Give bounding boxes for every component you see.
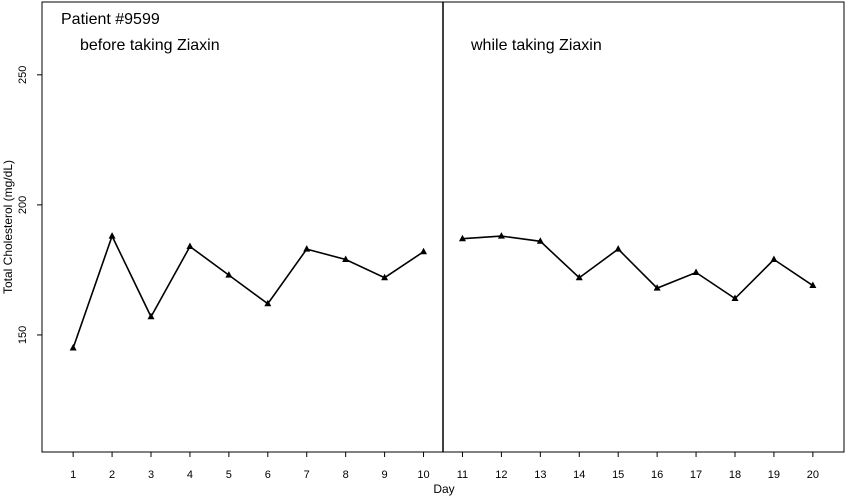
data-point xyxy=(536,237,544,244)
data-point xyxy=(108,232,116,239)
data-point xyxy=(458,234,466,242)
data-point xyxy=(186,242,194,250)
data-point xyxy=(69,343,77,351)
data-point xyxy=(303,245,311,252)
data-point xyxy=(420,247,428,255)
series-line-2 xyxy=(462,235,814,300)
data-point xyxy=(614,245,622,252)
x-tick-label: 10 xyxy=(417,469,429,481)
y-tick-label: 150 xyxy=(17,326,29,344)
x-tick-label: 3 xyxy=(148,469,154,481)
x-tick-label: 20 xyxy=(807,469,819,481)
data-point xyxy=(264,299,272,307)
panel-label-while: while taking Ziaxin xyxy=(470,37,602,54)
x-tick-label: 1 xyxy=(70,469,76,481)
data-point xyxy=(653,284,661,291)
x-tick-label: 9 xyxy=(382,469,388,481)
x-tick-label: 5 xyxy=(226,469,232,481)
x-tick-label: 11 xyxy=(457,469,468,481)
x-tick-label: 16 xyxy=(651,469,663,481)
data-point xyxy=(225,271,233,278)
x-tick-label: 4 xyxy=(187,469,193,481)
x-tick-label: 19 xyxy=(768,469,780,481)
data-point xyxy=(770,255,778,263)
y-axis: 150 200 250 xyxy=(17,66,42,344)
series-line-1 xyxy=(72,234,424,349)
x-tick-label: 7 xyxy=(304,469,310,481)
data-point xyxy=(731,294,739,302)
x-axis: 1 2 3 4 5 6 7 8 9 10 11 12 13 14 15 16 17 18 19 20 xyxy=(70,452,819,481)
data-point xyxy=(497,232,505,239)
panel-label-before: before taking Ziaxin xyxy=(80,37,220,54)
data-point xyxy=(342,255,350,263)
x-tick-label: 14 xyxy=(573,469,585,481)
y-tick-label: 200 xyxy=(17,196,29,214)
data-point xyxy=(575,273,583,281)
x-tick-label: 6 xyxy=(265,469,271,481)
series-layer xyxy=(69,232,817,351)
x-tick-label: 18 xyxy=(729,469,741,481)
y-tick-label: 250 xyxy=(17,66,29,84)
y-axis-title: Total Cholesterol (mg/dL) xyxy=(1,160,15,294)
x-tick-label: 8 xyxy=(343,469,349,481)
x-tick-label: 17 xyxy=(690,469,702,481)
x-tick-label: 13 xyxy=(534,469,546,481)
data-point xyxy=(809,281,817,289)
x-tick-label: 15 xyxy=(612,469,624,481)
x-tick-label: 2 xyxy=(109,469,115,481)
x-axis-title: Day xyxy=(433,482,454,496)
patient-title: Patient #9599 xyxy=(61,11,160,28)
data-point xyxy=(147,312,155,320)
data-point xyxy=(692,268,700,276)
x-tick-label: 12 xyxy=(495,469,507,481)
data-point xyxy=(381,273,389,281)
